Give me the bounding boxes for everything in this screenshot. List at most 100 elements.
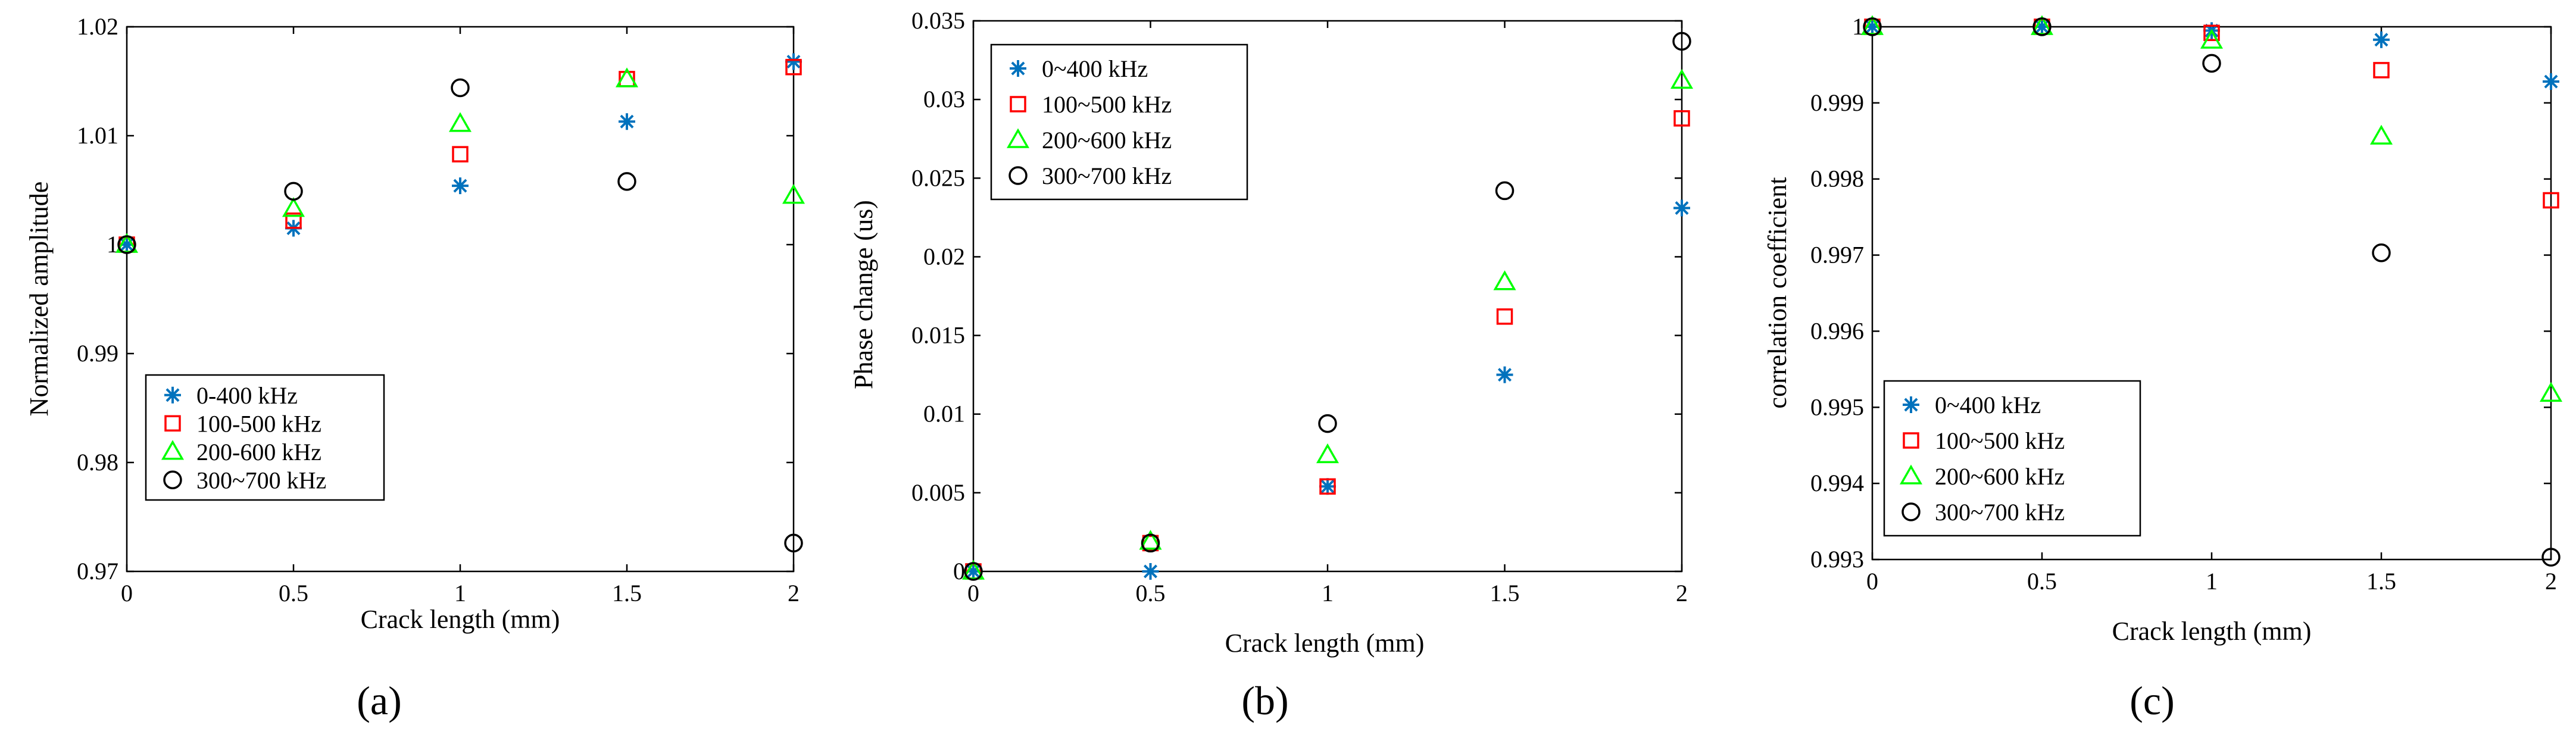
panel-b-legend: 0~400 kHz 100~500 kHz 200~600 kHz 300~700 k… <box>990 43 1248 201</box>
panel-a-point-2-3 <box>615 67 639 87</box>
panel-a-y-tick-label: 1 <box>107 231 118 258</box>
panel-b-x-axis-label: Crack length (mm) <box>1225 629 1425 658</box>
panel-c-legend-label: 100~500 kHz <box>1935 427 2065 454</box>
panel-b-y-tick-label: 0.02 <box>923 243 965 270</box>
panel-c-point-2-0 <box>1860 15 1884 35</box>
panel-c-plot-area <box>1860 15 2563 567</box>
panel-b-point-0-2 <box>1319 478 1336 495</box>
panel-b-point-0-0 <box>965 563 982 580</box>
panel-a-legend-label: 200-600 kHz <box>196 439 321 465</box>
panel-a-point-3-4 <box>784 533 803 553</box>
panel-c-legend-label: 200~600 kHz <box>1935 463 2065 490</box>
panel-b-point-2-1 <box>1139 530 1162 550</box>
panel-b-point-0-4 <box>1673 199 1690 217</box>
panel-c-legend-box <box>1883 380 2141 537</box>
panel-c-y-tick-label: 0.993 <box>1810 546 1864 573</box>
panel-a-y-tick-label: 0.99 <box>77 340 118 367</box>
panel-a-x-tick-label: 1.5 <box>612 580 642 607</box>
panel-b-ticks <box>972 20 1683 573</box>
panel-c-y-axis-label: correlation coefficient <box>1763 177 1792 409</box>
panel-b-x-tick-label: 0.5 <box>1136 580 1166 607</box>
panel-a: 0 0.5 1 1.5 2 0.97 0.98 0.99 1 1.01 1.02 Crack len… <box>24 13 805 723</box>
panel-a-ticks <box>126 26 795 573</box>
panel-b-x-tick-label: 0 <box>967 580 979 607</box>
panel-a-x-tick-label: 0.5 <box>279 580 308 607</box>
panel-c-point-0-0 <box>1864 18 1881 35</box>
panel-c-point-2-2 <box>2200 29 2224 49</box>
panel-a-x-axis-label: Crack length (mm) <box>361 605 560 634</box>
panel-c-point-0-1 <box>2034 18 2050 35</box>
panel-a-point-3-3 <box>617 172 636 191</box>
panel-b-y-tick-label: 0 <box>953 558 965 585</box>
panel-c-point-1-3 <box>2373 62 2390 79</box>
panel-a-point-2-1 <box>282 197 305 217</box>
panel-b-point-1-2 <box>1319 478 1336 495</box>
panel-b-y-tick-label: 0.005 <box>911 479 965 506</box>
panel-b-point-3-2 <box>1318 414 1337 433</box>
panel-b-point-3-1 <box>1141 533 1160 553</box>
panel-a-x-tick-label: 2 <box>788 580 800 607</box>
panel-c-x-tick-label: 1 <box>2206 568 2218 595</box>
panel-a-legend-marker-0 <box>164 386 181 404</box>
panel-a-x-tick-label: 1 <box>454 580 466 607</box>
panel-c-point-1-4 <box>2543 192 2559 209</box>
panel-b-x-tick-label: 2 <box>1676 580 1688 607</box>
panel-c-legend-marker-1 <box>1903 432 1919 449</box>
panel-c-y-tick-label: 0.999 <box>1810 89 1864 116</box>
panel-c-legend-label: 0~400 kHz <box>1935 392 2041 418</box>
panel-b-x-tick-label: 1.5 <box>1490 580 1520 607</box>
panel-a-legend-label: 300~700 kHz <box>196 467 326 493</box>
panel-b-caption: (b) <box>1241 678 1288 723</box>
panel-a-point-1-2 <box>452 146 469 162</box>
panel-a-point-2-4 <box>782 184 805 204</box>
panel-c-point-3-1 <box>2032 17 2052 36</box>
panel-a-legend-label: 100-500 kHz <box>196 410 321 437</box>
panel-c-y-tick-label: 0.994 <box>1810 470 1864 496</box>
panel-b-legend-marker-1 <box>1010 96 1026 112</box>
panel-c-point-3-2 <box>2202 54 2221 73</box>
panel-b-point-2-2 <box>1316 443 1339 464</box>
panel-a-legend-marker-1 <box>164 415 181 432</box>
panel-c-y-tick-label: 0.995 <box>1810 393 1864 420</box>
panel-b-legend-label: 100~500 kHz <box>1042 91 1172 118</box>
panel-b-point-1-3 <box>1496 308 1513 325</box>
panel-b-legend-box <box>990 43 1248 201</box>
panel-b-plot-area <box>961 32 1694 581</box>
panel-b-y-tick-label: 0.015 <box>911 322 965 349</box>
panel-c-x-tick-label: 0.5 <box>2027 568 2057 595</box>
panel-c-legend-marker-2 <box>1899 464 1923 485</box>
panel-a-point-0-0 <box>118 236 135 253</box>
panel-b: 0 0.5 1 1.5 2 0 0.005 0.01 0.015 0.02 0.025 0.03 0.0… <box>849 7 1694 723</box>
panel-c-legend-label: 300~700 kHz <box>1935 499 2065 526</box>
panel-b-legend-label: 0~400 kHz <box>1042 55 1148 82</box>
panel-c-point-2-1 <box>2030 15 2054 35</box>
panel-c-point-3-0 <box>1863 17 1882 36</box>
panel-a-legend-label: 0-400 kHz <box>196 382 298 409</box>
panel-b-legend-marker-0 <box>1010 60 1026 77</box>
panel-c-legend-marker-0 <box>1903 396 1919 413</box>
panel-b-y-tick-label: 0.035 <box>911 7 965 34</box>
panel-c-point-3-4 <box>2541 548 2561 567</box>
panel-c-x-axis-label: Crack length (mm) <box>2112 617 2312 646</box>
panel-c-y-tick-label: 0.996 <box>1810 317 1864 344</box>
panel-a-point-0-3 <box>619 113 635 130</box>
panel-c-point-0-4 <box>2543 73 2559 90</box>
panel-a-point-0-2 <box>452 177 469 195</box>
panel-b-y-axis-label: Phase change (us) <box>849 200 878 389</box>
panel-a-x-tick-label: 0 <box>121 580 133 607</box>
panel-b-y-tick-label: 0.03 <box>923 86 965 112</box>
panel-c-legend-marker-3 <box>1901 502 1921 521</box>
panel-b-point-0-3 <box>1496 366 1513 383</box>
panel-a-point-3-0 <box>117 235 136 254</box>
panel-a-point-1-4 <box>785 58 802 76</box>
panel-a-point-3-1 <box>284 182 303 201</box>
panel-a-point-3-2 <box>451 78 470 98</box>
panel-b-point-0-1 <box>1142 563 1159 580</box>
panel-c-y-tick-label: 1 <box>1852 13 1864 40</box>
panel-a-point-2-0 <box>115 233 139 253</box>
panel-c-point-3-3 <box>2372 243 2391 262</box>
panel-a-caption: (a) <box>357 678 401 723</box>
panel-a-y-axis-label: Normalized amplitude <box>24 182 54 417</box>
